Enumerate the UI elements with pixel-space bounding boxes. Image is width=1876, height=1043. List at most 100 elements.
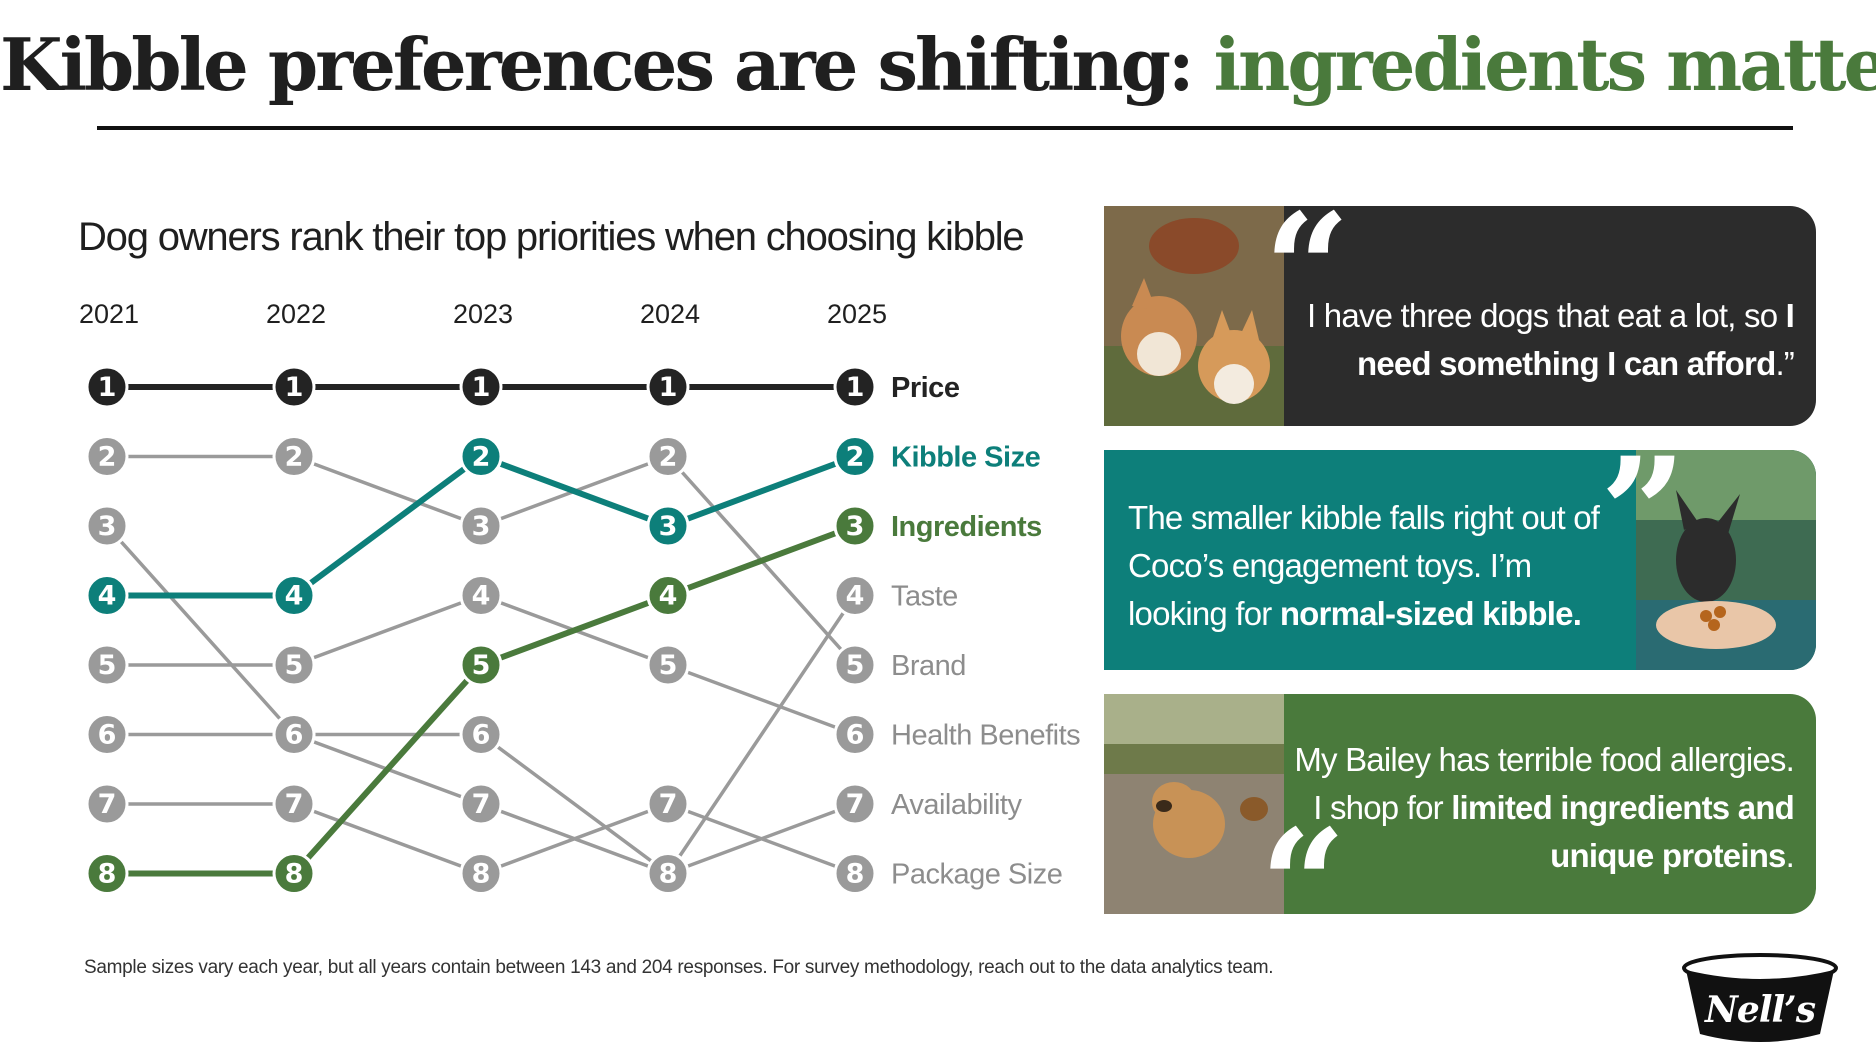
open-quote-mark-icon: “ [1264, 206, 1351, 357]
rank-marker-availability-2024 [646, 852, 690, 895]
rank-number: 8 [98, 859, 117, 890]
year-label-2023: 2023 [453, 299, 513, 329]
series-label-ingredients: Ingredients [891, 511, 1042, 543]
rank-marker-health-benefits-2022 [272, 643, 316, 687]
quote-text-ingredients: My Bailey has terrible food allergies. I… [1294, 736, 1795, 880]
rank-marker-health-benefits-2023 [459, 574, 503, 617]
rank-marker-package-size-2025 [833, 852, 877, 895]
rank-number: 4 [846, 581, 865, 612]
rank-number: 1 [846, 372, 865, 403]
dog-eating-from-hand-photo-icon [1636, 450, 1816, 670]
rank-number: 5 [472, 650, 491, 681]
corgi-dogs-photo-icon [1104, 206, 1284, 426]
rank-marker-taste-2023 [459, 713, 503, 756]
series-line-brand [107, 454, 857, 667]
rank-number: 1 [659, 372, 678, 403]
rank-marker-package-size-2024 [646, 782, 690, 826]
quote-plain: I have three dogs that eat a lot, so [1307, 297, 1786, 334]
quote-plain: . [1785, 837, 1795, 874]
rank-number: 8 [659, 859, 678, 890]
rank-marker-kibble-size-2024 [646, 504, 690, 548]
quote-plain: .” [1775, 345, 1794, 382]
rank-marker-ingredients-2023 [459, 643, 503, 687]
rank-number: 8 [285, 859, 304, 890]
nells-logo: Nell’s [1682, 953, 1838, 1042]
rank-number: 2 [472, 442, 491, 473]
series-label-package-size: Package Size [891, 859, 1062, 891]
page-title: Kibble preferences are shifting: ingredi… [0, 22, 1876, 107]
rank-number: 3 [98, 511, 117, 542]
open-quote-mark-icon: “ [1260, 797, 1347, 914]
chart-title: Dog owners rank their top priorities whe… [78, 215, 1023, 259]
rank-number: 5 [98, 650, 117, 681]
title-underline [97, 126, 1793, 130]
quote-bold: limited ingredients and unique proteins [1451, 789, 1795, 874]
year-label-2022: 2022 [266, 299, 326, 329]
rank-number: 2 [285, 442, 304, 473]
rank-marker-package-size-2022 [272, 782, 316, 826]
rank-number: 2 [846, 442, 865, 473]
rank-marker-brand-2024 [646, 435, 690, 478]
rank-marker-kibble-size-2023 [459, 435, 503, 478]
rank-marker-price-2022 [272, 365, 316, 409]
rank-number: 4 [659, 581, 678, 612]
rank-markers: 3668422325554566678777878111114423288543 [85, 365, 877, 895]
rank-number: 3 [659, 511, 678, 542]
quote-bold: I need something I can afford [1356, 297, 1795, 382]
series-label-taste: Taste [891, 581, 958, 613]
rank-marker-ingredients-2024 [646, 574, 690, 617]
series-label-brand: Brand [891, 650, 966, 682]
rank-number: 7 [659, 789, 678, 820]
series-label-health-benefits: Health Benefits [891, 720, 1080, 752]
series-label-kibble-size: Kibble Size [891, 442, 1041, 474]
rank-marker-health-benefits-2025 [833, 713, 877, 756]
rank-marker-price-2024 [646, 365, 690, 409]
title-accent: ingredients matter [1213, 22, 1876, 107]
quote-text-kibble-size: The smaller kibble falls right out of Co… [1128, 494, 1628, 638]
rank-marker-ingredients-2025 [833, 504, 877, 548]
rank-marker-kibble-size-2021 [85, 574, 129, 617]
footnote: Sample sizes vary each year, but all yea… [84, 957, 1274, 978]
rank-number: 7 [98, 789, 117, 820]
rank-number: 5 [285, 650, 304, 681]
rank-number: 5 [846, 650, 865, 681]
quote-bold: normal-sized kibble. [1279, 595, 1582, 632]
series-label-availability: Availability [891, 789, 1022, 821]
rank-marker-kibble-size-2025 [833, 435, 877, 478]
rank-marker-health-benefits-2024 [646, 643, 690, 687]
rank-marker-taste-2021 [85, 504, 129, 548]
rank-number: 2 [98, 442, 117, 473]
rank-number: 1 [98, 372, 117, 403]
rank-marker-brand-2025 [833, 643, 877, 687]
rank-marker-price-2023 [459, 365, 503, 409]
rank-marker-price-2025 [833, 365, 877, 409]
rank-marker-ingredients-2021 [85, 852, 129, 895]
rank-number: 4 [472, 581, 491, 612]
title-main: Kibble preferences are shifting: [0, 22, 1214, 107]
rank-number: 2 [659, 442, 678, 473]
year-label-2025: 2025 [827, 299, 887, 329]
rank-number: 4 [285, 581, 304, 612]
rank-number: 1 [472, 372, 491, 403]
rank-marker-price-2021 [85, 365, 129, 409]
year-label-2021: 2021 [79, 299, 139, 329]
rank-number: 3 [472, 511, 491, 542]
rank-marker-health-benefits-2021 [85, 643, 129, 687]
rank-number: 4 [98, 581, 117, 612]
rank-number: 3 [846, 511, 865, 542]
rank-marker-brand-2023 [459, 504, 503, 548]
rank-number: 5 [659, 650, 678, 681]
rank-marker-package-size-2021 [85, 782, 129, 826]
quote-plain: The smaller kibble falls right out of Co… [1128, 499, 1600, 632]
year-label-2024: 2024 [640, 299, 700, 329]
rank-number: 6 [846, 720, 865, 751]
rank-number: 1 [285, 372, 304, 403]
rank-number: 7 [285, 789, 304, 820]
quote-plain: My Bailey has terrible food allergies. I… [1294, 741, 1794, 826]
rank-marker-ingredients-2022 [272, 852, 316, 895]
rank-marker-brand-2021 [85, 435, 129, 478]
year-labels: 2021 2022 2023 2024 2025 [79, 299, 887, 329]
series-label-price: Price [891, 372, 960, 404]
quote-card-kibble-size: ” The smaller kibble falls right out of … [1104, 450, 1816, 670]
rank-marker-taste-2025 [833, 574, 877, 617]
